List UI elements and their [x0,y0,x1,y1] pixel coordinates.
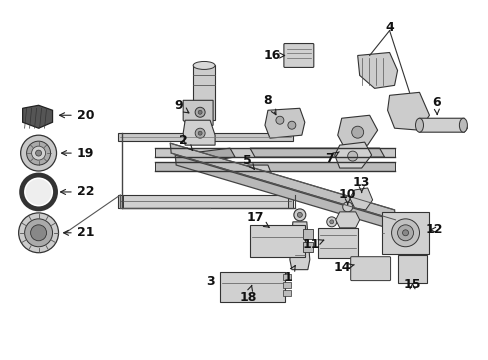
Bar [302,229,312,239]
Polygon shape [183,100,213,130]
Polygon shape [183,120,215,145]
Text: 21: 21 [63,226,94,239]
Bar [302,242,312,252]
Circle shape [293,209,305,221]
Circle shape [297,212,302,217]
Text: 3: 3 [205,275,214,288]
Polygon shape [249,148,384,157]
Polygon shape [22,105,52,128]
Text: 2: 2 [179,134,192,150]
Ellipse shape [193,62,215,69]
Text: 13: 13 [352,176,369,192]
FancyBboxPatch shape [350,257,390,280]
Circle shape [36,150,41,156]
Circle shape [25,179,51,205]
Circle shape [402,230,407,236]
Text: 7: 7 [325,152,339,165]
Circle shape [351,126,363,138]
Text: 4: 4 [385,21,393,34]
Circle shape [195,107,204,117]
Text: 19: 19 [61,147,94,159]
Text: 17: 17 [246,211,268,227]
Bar [283,274,290,280]
Bar [118,133,292,141]
Text: 10: 10 [338,188,356,204]
Text: 1: 1 [283,266,295,284]
Text: 15: 15 [403,278,420,291]
Polygon shape [244,165,271,185]
Circle shape [347,151,357,161]
Bar [397,255,427,283]
Bar [283,282,290,288]
Bar [193,66,215,120]
Circle shape [195,128,204,138]
Circle shape [342,202,352,212]
Circle shape [19,213,59,253]
Bar [287,195,292,208]
Circle shape [329,220,333,224]
Bar [155,162,394,171]
Circle shape [193,156,197,160]
Polygon shape [416,118,467,132]
Bar [317,228,357,258]
Polygon shape [335,212,359,228]
Ellipse shape [458,118,467,132]
Polygon shape [264,108,304,138]
Circle shape [275,116,284,124]
Text: 6: 6 [431,96,440,114]
Ellipse shape [415,118,423,132]
Text: 9: 9 [174,99,188,113]
Polygon shape [190,148,235,163]
Circle shape [20,135,57,171]
Bar [118,195,292,208]
Text: 20: 20 [60,109,94,122]
Text: 11: 11 [303,238,323,251]
Circle shape [31,225,46,241]
Text: 16: 16 [263,49,284,62]
Polygon shape [175,155,400,232]
Circle shape [397,225,413,241]
Text: 14: 14 [333,261,354,274]
Text: 5: 5 [242,154,254,169]
Bar [155,148,394,157]
Polygon shape [387,92,428,130]
Text: 8: 8 [263,94,275,115]
Text: 22: 22 [61,185,94,198]
Circle shape [326,217,336,227]
Circle shape [198,131,202,135]
Circle shape [24,219,52,247]
Bar [220,272,285,302]
Bar [381,212,428,254]
Bar [283,289,290,296]
Bar [118,195,123,208]
Circle shape [26,141,50,165]
Bar [249,225,304,257]
Polygon shape [289,222,309,270]
Polygon shape [337,115,377,148]
Circle shape [190,153,200,163]
Circle shape [287,121,295,129]
Polygon shape [170,143,395,220]
Circle shape [391,219,419,247]
Circle shape [32,146,45,160]
Text: 18: 18 [239,285,256,304]
Polygon shape [349,188,372,210]
Text: 12: 12 [425,223,442,236]
FancyBboxPatch shape [284,44,313,67]
Polygon shape [357,53,397,88]
Polygon shape [334,142,371,168]
Circle shape [198,110,202,114]
